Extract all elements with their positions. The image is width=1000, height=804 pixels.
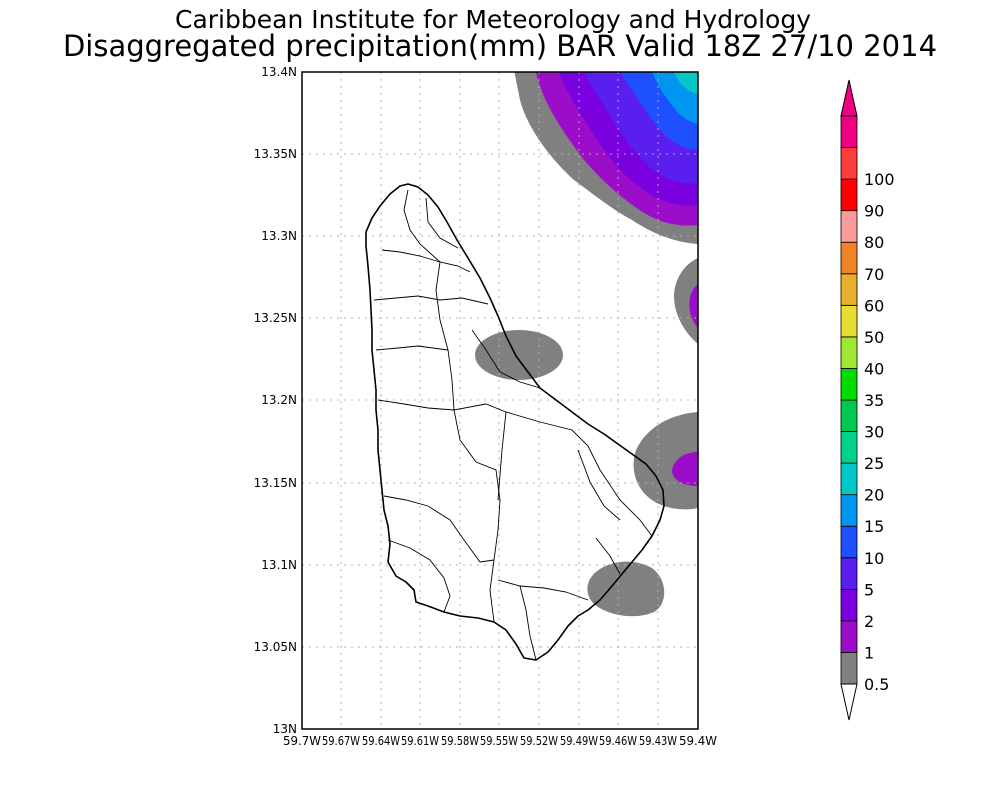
precip-blob-southeast (587, 561, 665, 617)
lon-label-59.7W: 59.7W (283, 734, 321, 748)
island-boundary-11 (387, 539, 451, 613)
barbados-island (365, 183, 665, 661)
island-boundary-7 (497, 411, 507, 501)
colorbar-box-5 (840, 494, 858, 527)
lon-label-59.67W: 59.67W (322, 734, 360, 748)
island-boundary-10 (383, 495, 495, 563)
island-boundary-17 (595, 537, 621, 575)
colorbar-label-20: 20 (864, 486, 884, 505)
colorbar-label-60: 60 (864, 296, 884, 315)
colorbar-label-70: 70 (864, 265, 884, 284)
colorbar-label-15: 15 (864, 517, 884, 536)
colorbar-label-5: 5 (864, 580, 874, 599)
title-line-2: Disaggregated precipitation(mm) BAR Vali… (63, 29, 937, 63)
colorbar-label-0.5: 0.5 (864, 675, 889, 694)
lon-label-59.58W: 59.58W (441, 734, 479, 748)
colorbar-box-13 (840, 241, 858, 275)
colorbar-label-25: 25 (864, 454, 884, 473)
colorbar-box-2 (840, 588, 858, 622)
lon-label-59.64W: 59.64W (362, 734, 400, 748)
colorbar-box-10 (840, 336, 858, 369)
colorbar-box-7 (840, 431, 858, 464)
island-boundary-6 (453, 409, 501, 623)
precip-field-cyan (674, 72, 698, 94)
lon-label-59.55W: 59.55W (480, 734, 518, 748)
lat-label-13.05N: 13.05N (254, 640, 297, 654)
precip-edge-purple-north (689, 284, 698, 328)
lat-label-13.4N: 13.4N (261, 65, 297, 79)
latitude-axis: 13.4N 13.35N 13.3N 13.25N 13.2N 13.15N 1… (254, 65, 297, 736)
colorbar-box-0 (840, 652, 858, 685)
lon-label-59.61W: 59.61W (401, 734, 439, 748)
colorbar-box-14 (840, 210, 858, 243)
lon-label-59.46W: 59.46W (599, 734, 637, 748)
colorbar-box-12 (840, 273, 858, 306)
colorbar-label-35: 35 (864, 391, 884, 410)
title-line-1: Caribbean Institute for Meteorology and … (175, 5, 811, 34)
colorbar-box-3 (840, 557, 858, 590)
island-boundary-13 (519, 585, 537, 661)
lat-label-13.25N: 13.25N (254, 311, 297, 325)
colorbar-label-80: 80 (864, 233, 884, 252)
colorbar-label-1: 1 (864, 643, 874, 662)
precipitation-fill (475, 72, 698, 617)
island-coastline (365, 183, 665, 661)
colorbar-label-50: 50 (864, 328, 884, 347)
lon-label-59.43W: 59.43W (639, 734, 677, 748)
precip-edge-purple-east (672, 452, 698, 486)
colorbar-over-triangle (840, 79, 858, 117)
colorbar-label-30: 30 (864, 423, 884, 442)
colorbar-box-8 (840, 399, 858, 432)
colorbar-box-11 (840, 304, 858, 338)
colorbar-box-9 (840, 368, 858, 401)
longitude-axis: 59.7W 59.67W 59.64W 59.61W 59.58W 59.55W… (283, 734, 717, 748)
precip-edge-gray-north (674, 258, 698, 344)
island-boundary-16 (471, 329, 541, 389)
colorbar-box-6 (840, 462, 858, 496)
map-grid (302, 72, 698, 729)
lat-label-13.2N: 13.2N (261, 393, 297, 407)
island-boundary-9 (577, 449, 621, 521)
colorbar-box-16 (840, 147, 858, 180)
island-boundary-1 (381, 249, 471, 273)
island-boundary-12 (497, 579, 589, 601)
island-boundary-15 (425, 197, 459, 249)
colorbar-box-1 (840, 620, 858, 653)
colorbar-boxes (840, 115, 858, 685)
colorbar-label-90: 90 (864, 202, 884, 221)
colorbar-box-4 (840, 525, 858, 559)
colorbar-label-10: 10 (864, 549, 884, 568)
lat-label-13.35N: 13.35N (254, 147, 297, 161)
colorbar-label-100: 100 (864, 170, 895, 189)
lat-label-13.3N: 13.3N (261, 229, 297, 243)
map-panel: 13.4N 13.35N 13.3N 13.25N 13.2N 13.15N 1… (254, 65, 717, 748)
lat-label-13.15N: 13.15N (254, 476, 297, 490)
colorbar-label-2: 2 (864, 612, 874, 631)
island-boundary-3 (435, 261, 507, 413)
precip-edge-gray-east (633, 412, 698, 510)
lat-label-13N: 13N (273, 722, 297, 736)
colorbar-box-15 (840, 178, 858, 212)
island-boundary-8 (505, 411, 653, 537)
island-boundary-4 (375, 345, 449, 351)
lat-label-13.1N: 13.1N (261, 558, 297, 572)
colorbar-box-17 (840, 115, 858, 148)
island-boundary-2 (373, 295, 489, 305)
lon-label-59.52W: 59.52W (520, 734, 558, 748)
island-boundary-14 (403, 189, 441, 263)
lon-label-59.4W: 59.4W (679, 734, 717, 748)
map-frame (301, 71, 699, 730)
lon-label-59.49W: 59.49W (560, 734, 598, 748)
island-boundary-5 (377, 399, 455, 411)
precip-blob-central (475, 330, 563, 380)
colorbar-label-40: 40 (864, 359, 884, 378)
colorbar-under-triangle (840, 683, 858, 721)
